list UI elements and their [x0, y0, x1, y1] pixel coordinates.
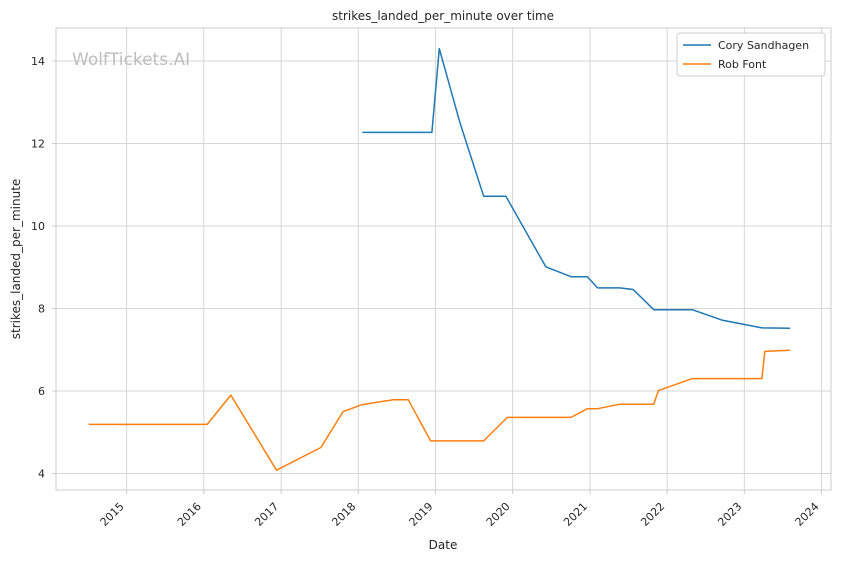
- series-line-0: [362, 47, 791, 330]
- legend-label: Rob Font: [718, 58, 767, 71]
- y-tick-label: 10: [31, 220, 45, 233]
- y-axis-ticks: 4 6 8 10 12 14: [31, 55, 56, 481]
- watermark: WolfTickets.AI: [72, 50, 190, 70]
- y-tick-label: 14: [31, 55, 45, 68]
- x-tick-label: 2016: [175, 500, 204, 529]
- x-tick-label: 2019: [407, 500, 436, 529]
- plot-frame: [55, 27, 832, 491]
- y-tick-label: 12: [31, 138, 45, 151]
- y-axis-label: strikes_landed_per_minute: [9, 179, 23, 340]
- x-axis-ticks: 2015 2016 2017 2018 2019 2020 2021 2022 2023 2024: [98, 490, 822, 529]
- x-tick-label: 2022: [638, 500, 667, 529]
- x-axis-label: Date: [429, 538, 458, 552]
- y-tick-label: 8: [38, 303, 45, 316]
- grid: [56, 28, 831, 490]
- x-tick-label: 2017: [252, 500, 281, 529]
- x-tick-label: 2024: [793, 500, 822, 529]
- series-lines: [88, 47, 791, 471]
- y-tick-label: 6: [38, 385, 45, 398]
- y-tick-label: 4: [38, 468, 45, 481]
- x-tick-label: 2018: [329, 500, 358, 529]
- chart-title: strikes_landed_per_minute over time: [332, 9, 554, 23]
- x-tick-label: 2023: [715, 500, 744, 529]
- legend: Cory Sandhagen Rob Font: [676, 32, 826, 77]
- x-tick-label: 2021: [561, 500, 590, 529]
- legend-label: Cory Sandhagen: [718, 39, 809, 52]
- series-line-1: [88, 349, 791, 471]
- legend-box: [676, 32, 826, 77]
- x-tick-label: 2020: [484, 500, 513, 529]
- x-tick-label: 2015: [98, 500, 127, 529]
